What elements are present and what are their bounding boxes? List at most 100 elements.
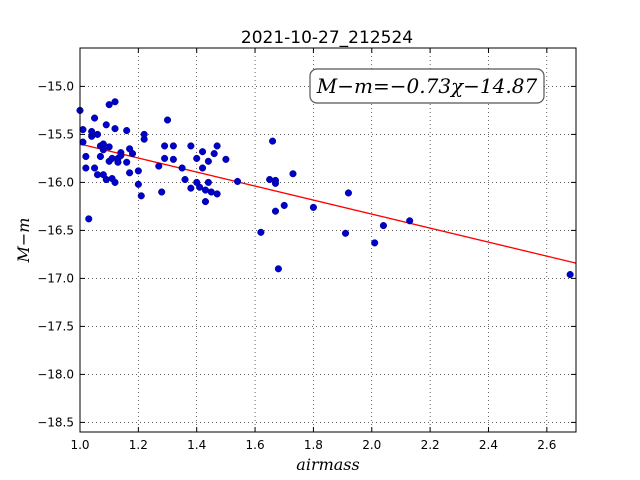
data-point [163, 116, 172, 124]
data-point [111, 98, 119, 106]
fit-equation-box: M−m=−0.73χ−14.87 [309, 68, 545, 104]
data-point [88, 127, 96, 136]
data-point [161, 142, 169, 150]
y-tick-label: −16.5 [37, 223, 74, 237]
data-point [102, 121, 110, 129]
data-point [566, 271, 574, 279]
data-point [196, 183, 204, 191]
data-point [181, 175, 189, 184]
x-tick-label: 1.6 [246, 438, 265, 452]
data-point [274, 265, 282, 273]
data-point [204, 157, 212, 165]
y-tick-label: −16.0 [37, 175, 74, 189]
data-point [140, 135, 148, 143]
data-point [155, 162, 163, 170]
y-tick-label: −15.0 [37, 79, 74, 93]
data-point [187, 142, 195, 150]
axis-ticks [79, 48, 576, 432]
data-point [82, 152, 90, 161]
data-point [210, 150, 218, 158]
data-point [271, 207, 280, 215]
data-point [198, 164, 207, 172]
data-point [91, 114, 99, 122]
data-point [280, 201, 288, 209]
data-point [79, 138, 87, 146]
data-point [128, 150, 137, 158]
data-point [187, 184, 195, 192]
data-point [269, 137, 277, 145]
data-point [105, 101, 113, 109]
data-points [76, 98, 574, 279]
data-point [91, 164, 99, 172]
y-tick-label: −17.0 [37, 271, 74, 285]
data-point [309, 203, 317, 211]
chart-title: 2021-10-27_212524 [241, 28, 413, 48]
data-point [105, 143, 113, 151]
data-point [234, 177, 242, 185]
x-tick-label: 1.8 [304, 438, 323, 452]
data-point [123, 158, 131, 166]
y-tick-labels: −15.0 −15.5 −16.0 −16.5 −17.0 −17.5 −18.0 −18.5 [37, 79, 74, 429]
data-point [117, 151, 125, 160]
data-point [213, 142, 221, 150]
data-point [271, 179, 280, 187]
data-point [266, 175, 274, 184]
data-point [126, 169, 134, 177]
data-point [169, 142, 177, 150]
grid-lines [79, 48, 576, 432]
data-point [114, 158, 122, 166]
data-point [123, 127, 131, 135]
data-point [204, 178, 212, 186]
y-tick-label: −15.5 [37, 127, 74, 141]
x-tick-label: 2.0 [362, 438, 381, 452]
fit-line-group [79, 143, 577, 264]
data-point [178, 164, 186, 172]
plot-area [80, 48, 576, 432]
x-axis-label: airmass [296, 455, 359, 474]
data-point [79, 126, 87, 134]
data-point [344, 189, 352, 197]
data-point [102, 175, 110, 184]
data-point [193, 154, 201, 162]
data-point [257, 228, 265, 236]
data-point [158, 188, 166, 196]
data-point [379, 222, 387, 230]
data-point [137, 192, 145, 200]
x-tick-label: 2.4 [479, 438, 498, 452]
x-tick-label: 2.2 [421, 438, 440, 452]
fit-equation-text: M−m=−0.73χ−14.87 [316, 74, 538, 98]
annotation-box [309, 68, 545, 104]
y-tick-label: −17.5 [37, 319, 74, 333]
data-point [111, 125, 119, 133]
data-point [406, 217, 414, 225]
x-tick-labels: 1.0 1.2 1.4 1.6 1.8 2.0 2.2 2.4 2.6 [70, 438, 556, 452]
data-point [213, 190, 221, 198]
data-point [111, 178, 119, 186]
data-point [222, 155, 230, 163]
data-point [198, 148, 207, 156]
fit-line [79, 143, 577, 264]
data-point [134, 180, 142, 188]
y-axis-label: M−m [14, 218, 33, 264]
data-point [289, 170, 297, 178]
data-point [85, 215, 93, 223]
x-tick-label: 1.0 [70, 438, 89, 452]
x-tick-label: 1.4 [187, 438, 206, 452]
x-tick-label: 2.6 [537, 438, 556, 452]
plot-frame [79, 47, 577, 433]
data-point [134, 167, 142, 175]
y-tick-label: −18.5 [37, 415, 74, 429]
data-point [93, 130, 102, 138]
x-tick-label: 1.2 [129, 438, 148, 452]
y-tick-label: −18.0 [37, 367, 74, 381]
data-point [96, 152, 104, 161]
data-point [161, 154, 169, 162]
data-point [371, 239, 379, 247]
data-point [82, 164, 90, 172]
data-point [201, 198, 210, 206]
data-point [341, 229, 350, 237]
data-point [169, 155, 177, 163]
data-point [99, 146, 107, 154]
